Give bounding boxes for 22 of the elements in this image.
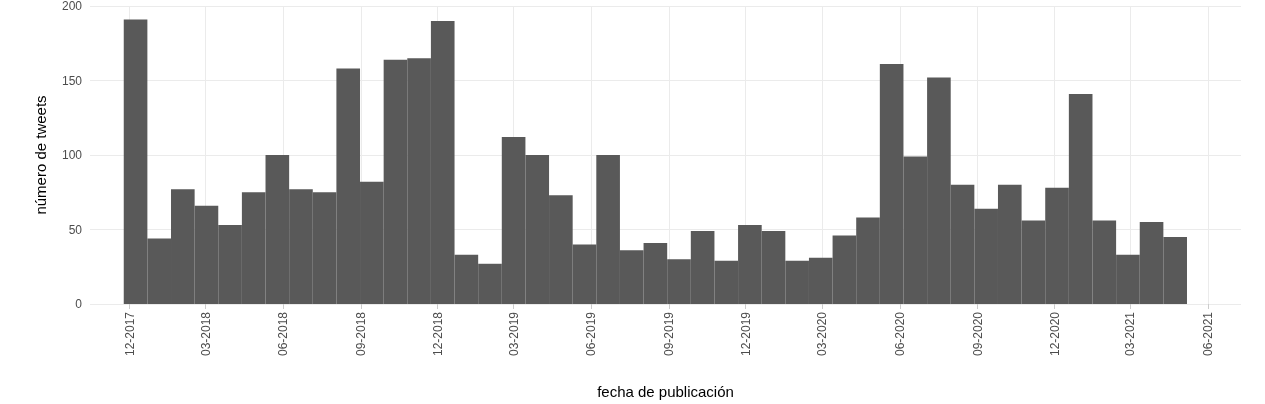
y-tick-label: 50 bbox=[68, 222, 83, 237]
x-tick-label: 03-2018 bbox=[198, 311, 213, 357]
x-tick-label: 03-2019 bbox=[506, 311, 521, 357]
x-tick-label: 12-2018 bbox=[430, 311, 445, 357]
x-tick-label: 09-2019 bbox=[661, 311, 676, 357]
x-tick-label: 12-2020 bbox=[1047, 311, 1062, 357]
x-tick-label: 06-2018 bbox=[276, 311, 291, 357]
x-axis-title: fecha de publicación bbox=[597, 383, 734, 400]
x-tick-label: 12-2017 bbox=[122, 311, 137, 357]
x-tick-label: 12-2019 bbox=[738, 311, 753, 357]
x-tick-label: 03-2020 bbox=[815, 311, 830, 357]
x-tick-label: 09-2020 bbox=[970, 311, 985, 357]
x-tick-label: 06-2021 bbox=[1201, 311, 1216, 357]
x-tick-label: 09-2018 bbox=[353, 311, 368, 357]
y-tick-label: 0 bbox=[75, 297, 83, 311]
x-tick-label: 06-2019 bbox=[584, 311, 599, 357]
y-axis-title: número de tweets bbox=[32, 95, 49, 215]
y-tick-label: 100 bbox=[61, 148, 83, 162]
y-tick-label: 200 bbox=[61, 0, 83, 13]
x-tick-label: 06-2020 bbox=[893, 311, 908, 357]
x-tick-label: 03-2021 bbox=[1123, 311, 1138, 357]
y-tick-label: 150 bbox=[61, 73, 83, 88]
